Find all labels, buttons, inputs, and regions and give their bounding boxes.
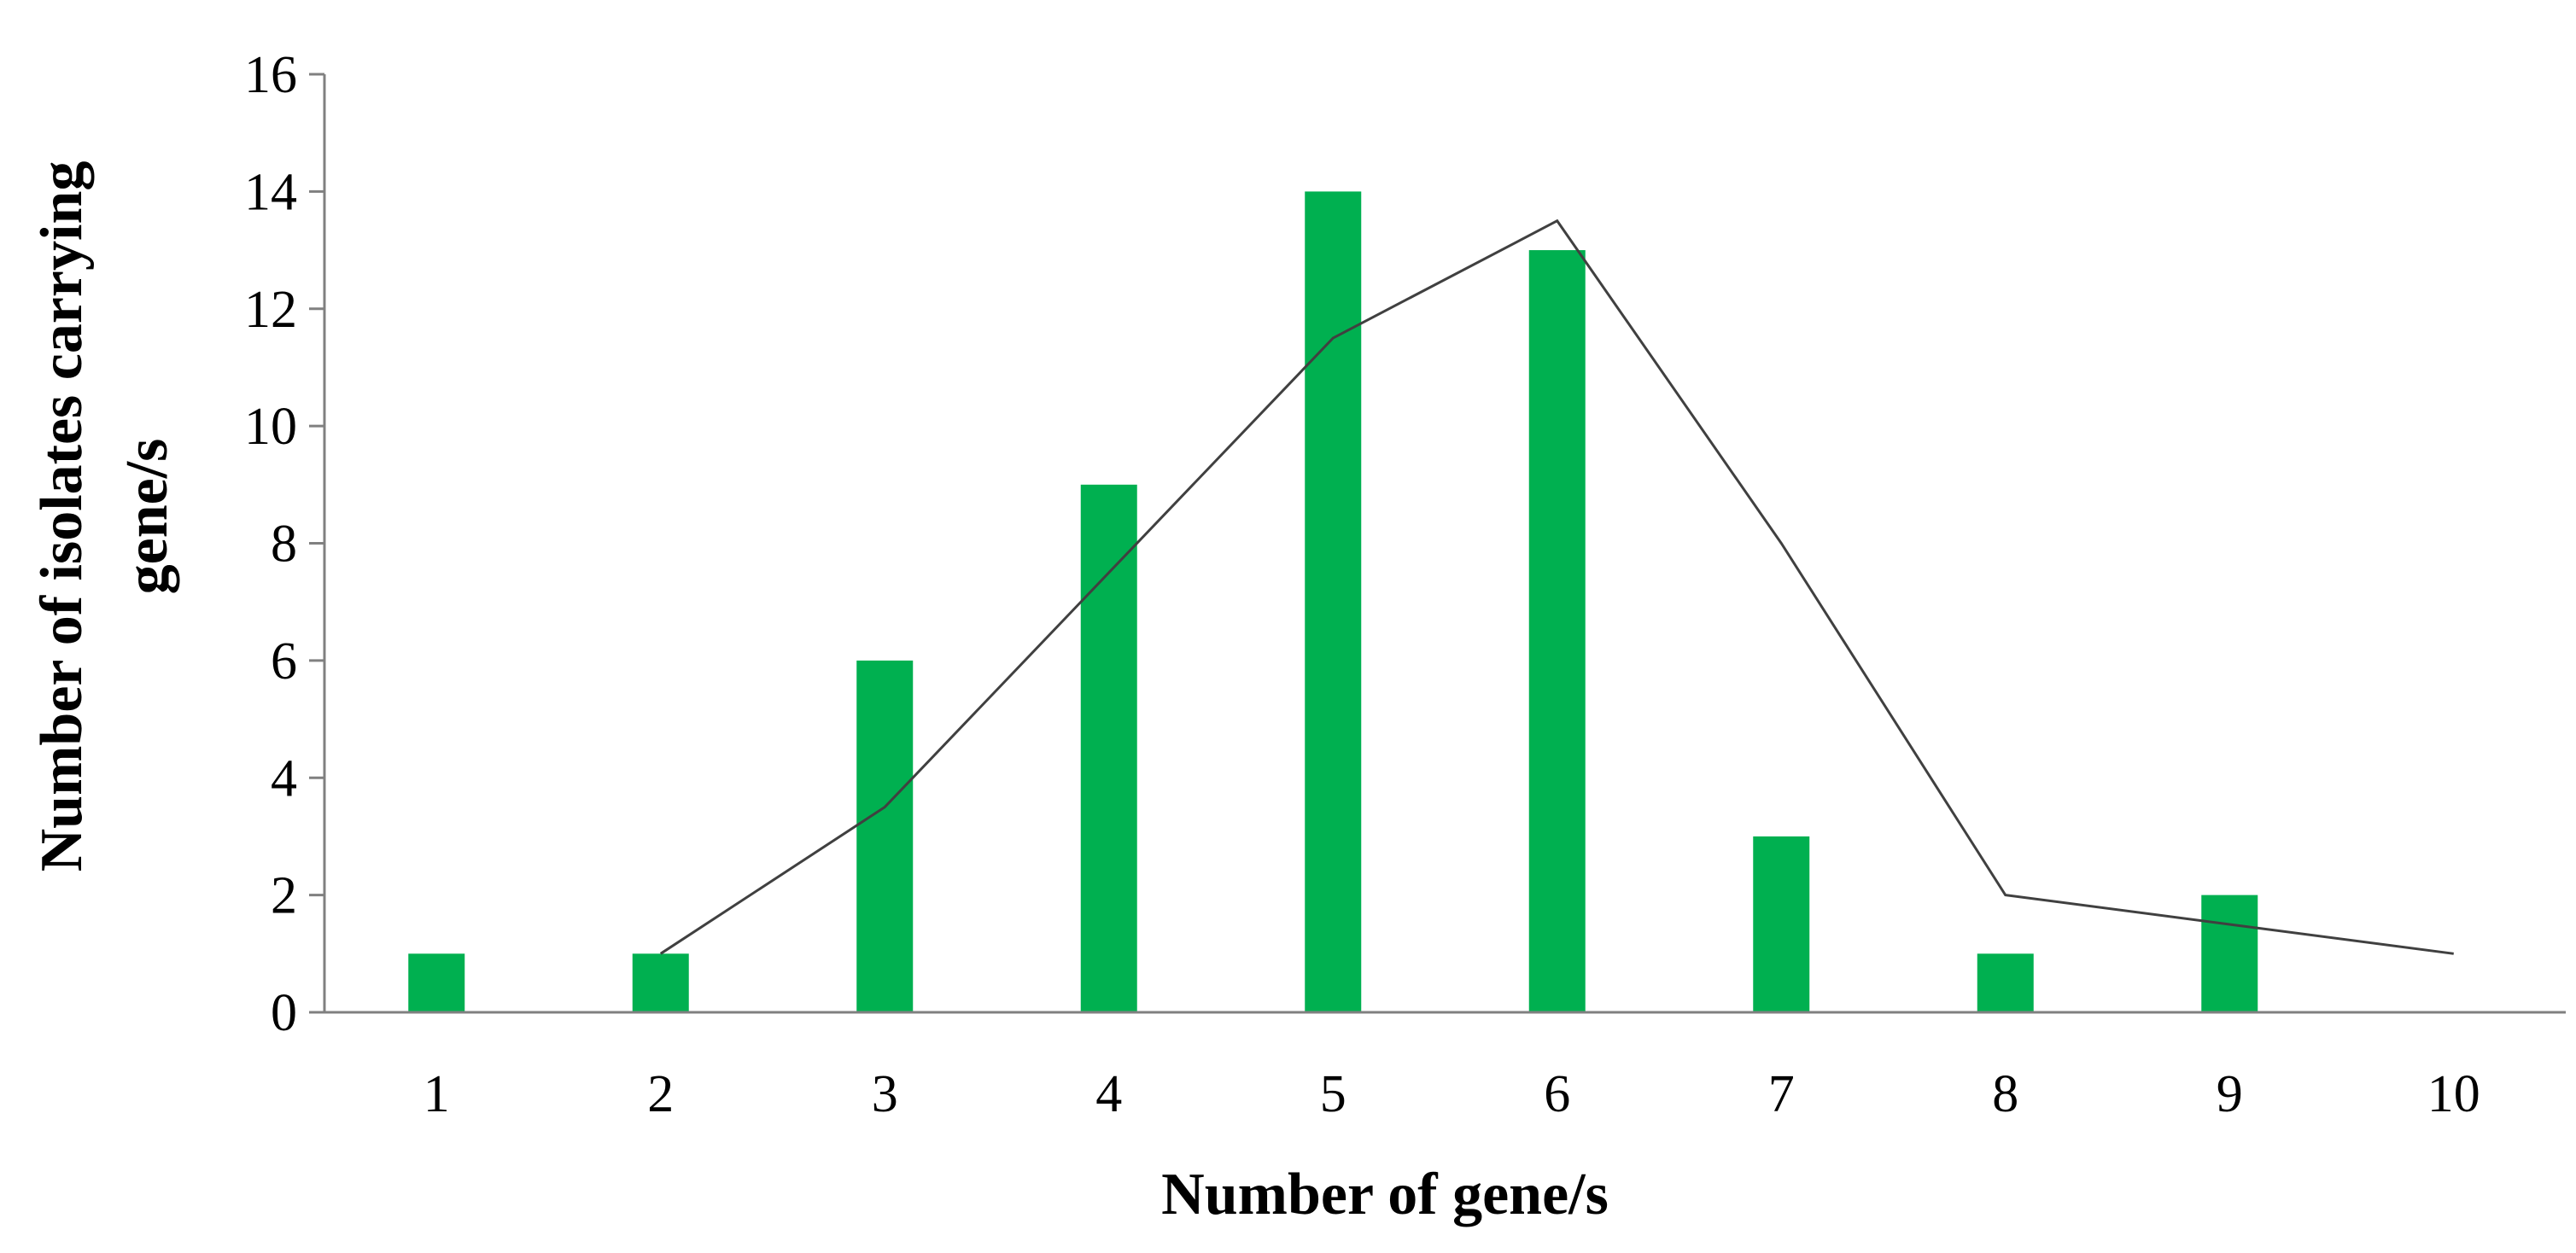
x-tick-label: 9 — [2217, 1065, 2243, 1123]
bar-4 — [1080, 484, 1137, 1012]
bar-8 — [1977, 953, 2034, 1012]
y-tick-label: 16 — [244, 46, 297, 104]
x-tick-label: 10 — [2427, 1065, 2480, 1123]
bar-3 — [856, 660, 914, 1012]
x-tick-label: 5 — [1320, 1065, 1346, 1123]
y-tick-label: 2 — [271, 867, 297, 925]
y-axis-title-line-2: gene/s — [114, 439, 180, 595]
y-axis: 0 2 4 6 8 10 12 14 16 — [244, 46, 326, 1042]
x-tick-label: 7 — [1768, 1065, 1795, 1123]
x-tick-label: 2 — [647, 1065, 674, 1123]
bars-layer — [408, 191, 2258, 1012]
trend-line — [659, 219, 2454, 955]
bar-9 — [2201, 895, 2258, 1012]
bar-1 — [408, 953, 465, 1012]
y-tick-label: 14 — [244, 163, 297, 221]
y-tick-label: 8 — [271, 516, 297, 574]
x-tick-label: 8 — [1992, 1065, 2018, 1123]
y-tick-label: 0 — [271, 984, 297, 1042]
y-tick-label: 4 — [271, 749, 297, 807]
bar-5 — [1305, 191, 1362, 1012]
bar-7 — [1753, 836, 1810, 1012]
x-axis: 1 2 3 4 5 6 7 8 9 10 — [324, 1011, 2566, 1123]
bar-6 — [1528, 250, 1586, 1012]
trend-line-layer — [659, 219, 2454, 955]
x-tick-label: 4 — [1095, 1065, 1122, 1123]
y-tick-label: 6 — [271, 632, 297, 691]
y-tick-label: 10 — [244, 398, 297, 456]
y-axis-title: Number of isolates carrying gene/s — [29, 161, 180, 872]
x-tick-label: 3 — [872, 1065, 898, 1123]
x-axis-title: Number of gene/s — [1161, 1162, 1609, 1227]
x-tick-label: 1 — [423, 1065, 450, 1123]
x-tick-label: 6 — [1544, 1065, 1570, 1123]
bar-2 — [632, 953, 689, 1012]
y-axis-title-line-1: Number of isolates carrying — [29, 161, 95, 872]
y-tick-label: 12 — [244, 281, 297, 339]
